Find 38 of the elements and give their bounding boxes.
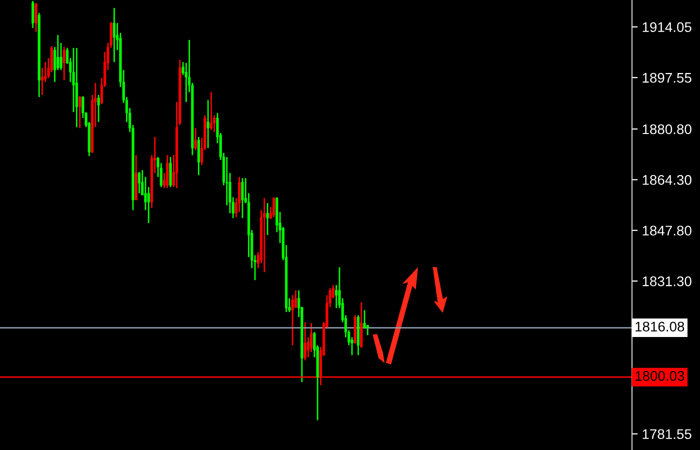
candlestick [263, 197, 266, 273]
candlestick [78, 95, 82, 129]
candlestick [304, 322, 306, 361]
candlestick [272, 196, 276, 218]
candlestick [144, 176, 147, 211]
candlestick [32, 0, 34, 29]
candlestick [62, 46, 66, 81]
y-tick-label: 1897.55 [642, 72, 692, 83]
candlestick [226, 156, 228, 206]
ref-line-label: 1816.08 [636, 322, 684, 332]
y-tick-label: 1847.80 [642, 226, 692, 236]
candlestick [310, 322, 313, 353]
y-tick-label: 1781.55 [642, 429, 692, 440]
candlestick [206, 99, 210, 149]
y-tick-label: 1880.80 [642, 124, 692, 134]
candlestick [166, 154, 169, 189]
candlestick [360, 302, 363, 348]
y-tick-label: 1831.30 [642, 276, 692, 286]
candlestick [210, 91, 212, 131]
y-tick-label: 1914.05 [642, 22, 692, 32]
candlestick [147, 186, 150, 224]
ref-line-label: 1800.03 [636, 371, 684, 381]
y-tick-label: 1864.30 [642, 175, 692, 185]
candlestick [169, 156, 172, 188]
candlestick [363, 310, 366, 330]
candlestick [266, 202, 269, 236]
candlestick [291, 294, 294, 346]
candlestick [60, 42, 62, 71]
candlestick [34, 2, 38, 33]
candlestick [112, 7, 116, 63]
candlestick [75, 47, 78, 128]
candlestick [138, 171, 141, 194]
candlestick [335, 284, 338, 309]
candlestick [241, 177, 244, 219]
candlestick [238, 176, 241, 213]
candlestick [97, 94, 100, 123]
candlestick [197, 136, 200, 176]
candlestick [194, 127, 197, 151]
